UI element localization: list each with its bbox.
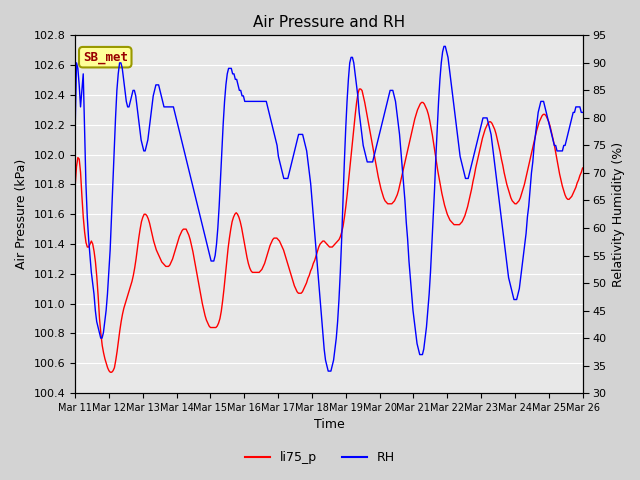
Legend: li75_p, RH: li75_p, RH <box>240 446 400 469</box>
Y-axis label: Air Pressure (kPa): Air Pressure (kPa) <box>15 159 28 269</box>
Text: SB_met: SB_met <box>83 51 128 64</box>
Y-axis label: Relativity Humidity (%): Relativity Humidity (%) <box>612 142 625 287</box>
X-axis label: Time: Time <box>314 419 344 432</box>
Title: Air Pressure and RH: Air Pressure and RH <box>253 15 405 30</box>
